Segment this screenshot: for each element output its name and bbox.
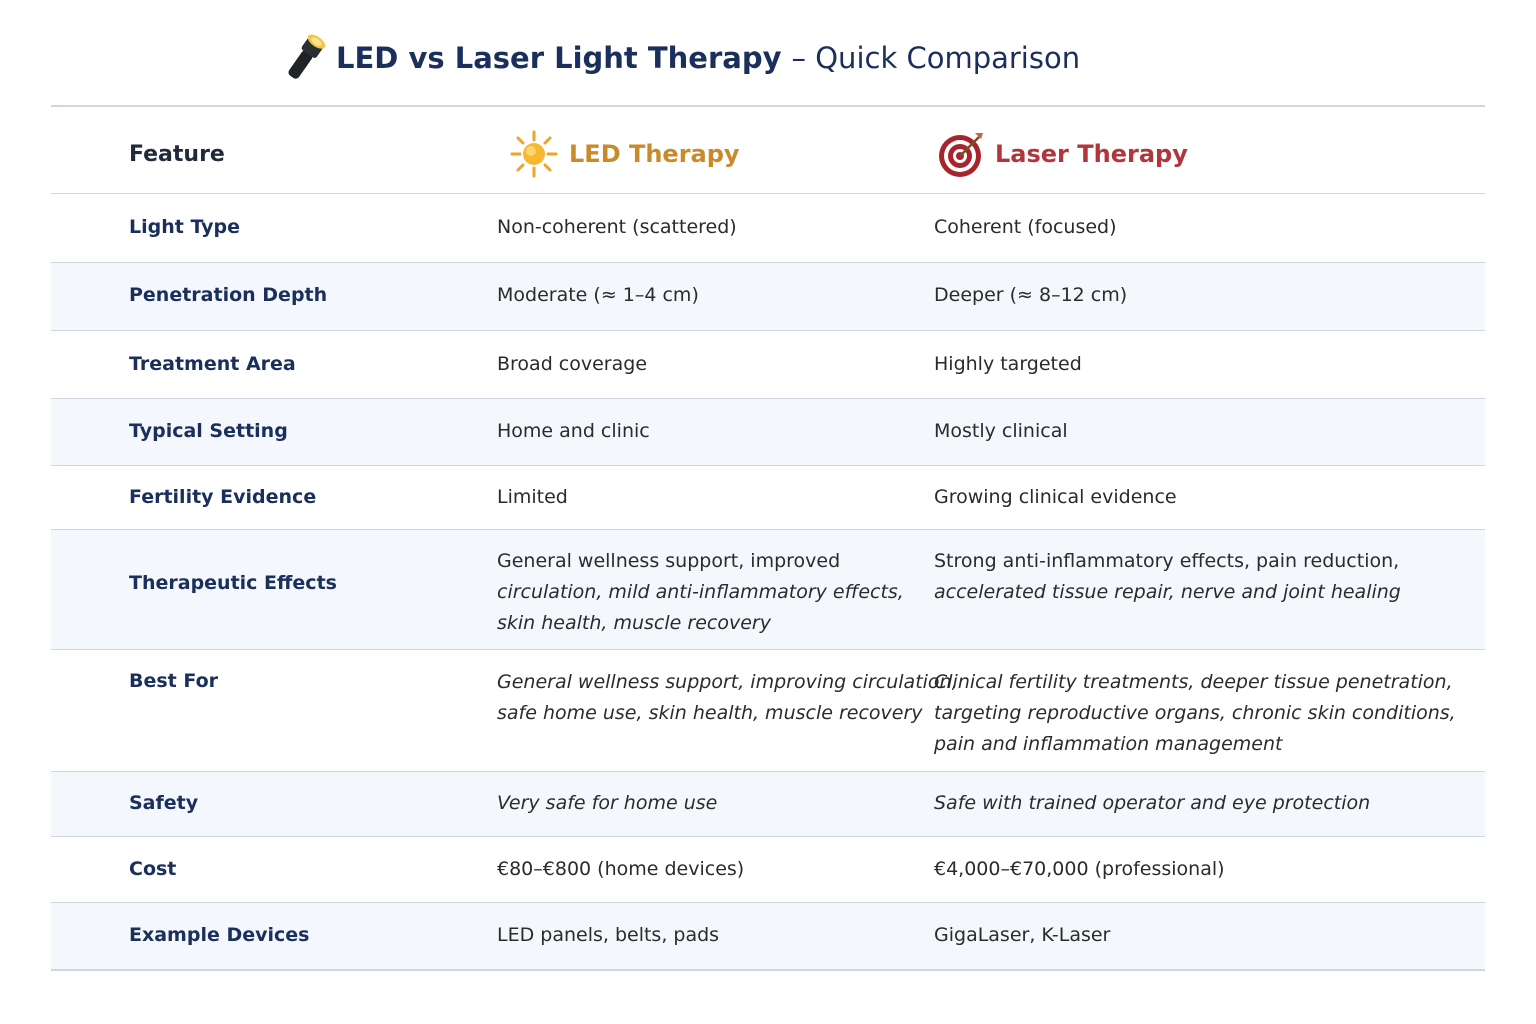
- row-led: Moderate (≈ 1–4 cm): [497, 284, 699, 306]
- row-laser-line: Strong anti-inflammatory effects, pain r…: [934, 550, 1400, 572]
- row-laser: GigaLaser, K-Laser: [934, 924, 1111, 946]
- row-laser: Mostly clinical: [934, 420, 1068, 442]
- row-laser: Growing clinical evidence: [934, 486, 1177, 508]
- row-led: Very safe for home use: [497, 792, 718, 814]
- header-led-label: LED Therapy: [569, 140, 740, 168]
- row-laser: Clinical fertility treatments, deeper ti…: [934, 667, 1456, 760]
- header-led: LED Therapy: [509, 129, 740, 179]
- table-row: Penetration Depth Moderate (≈ 1–4 cm) De…: [51, 262, 1485, 330]
- row-feature: Penetration Depth: [129, 284, 328, 306]
- header-laser-label: Laser Therapy: [995, 140, 1188, 168]
- row-led: €80–€800 (home devices): [497, 858, 745, 880]
- row-feature: Treatment Area: [129, 353, 296, 375]
- title-sub: – Quick Comparison: [791, 41, 1081, 75]
- row-led-line: safe home use, skin health, muscle recov…: [497, 702, 923, 724]
- table-row: Light Type Non-coherent (scattered) Cohe…: [51, 193, 1485, 262]
- row-led: Home and clinic: [497, 420, 650, 442]
- row-feature: Light Type: [129, 216, 241, 238]
- header-laser: Laser Therapy: [935, 129, 1188, 179]
- row-led: General wellness support, improved circu…: [497, 546, 904, 639]
- row-laser-line: targeting reproductive organs, chronic s…: [934, 702, 1456, 724]
- row-laser: Highly targeted: [934, 353, 1082, 375]
- row-laser-line: pain and inflammation management: [934, 733, 1283, 755]
- row-led-line: General wellness support, improving circ…: [497, 671, 958, 693]
- row-led: General wellness support, improving circ…: [497, 667, 958, 729]
- title-main: LED vs Laser Light Therapy: [336, 41, 782, 75]
- row-laser-line: accelerated tissue repair, nerve and joi…: [934, 581, 1401, 603]
- flashlight-icon: [288, 34, 326, 79]
- header-feature: Feature: [129, 142, 225, 167]
- row-feature: Safety: [129, 792, 199, 814]
- row-laser: €4,000–€70,000 (professional): [934, 858, 1225, 880]
- row-laser-line: Clinical fertility treatments, deeper ti…: [934, 671, 1453, 693]
- row-laser: Deeper (≈ 8–12 cm): [934, 284, 1128, 306]
- row-led: LED panels, belts, pads: [497, 924, 720, 946]
- row-led: Non-coherent (scattered): [497, 216, 737, 238]
- table-row: Best For General wellness support, impro…: [51, 649, 1485, 771]
- table-row: Cost €80–€800 (home devices) €4,000–€70,…: [51, 836, 1485, 902]
- comparison-table: Feature LED Therapy: [51, 105, 1485, 971]
- table-row: Example Devices LED panels, belts, pads …: [51, 902, 1485, 971]
- row-led-line: circulation, mild anti-inflammatory effe…: [497, 581, 904, 603]
- row-led-line: skin health, muscle recovery: [497, 612, 771, 634]
- row-feature: Therapeutic Effects: [129, 572, 337, 594]
- row-led-line: General wellness support, improved: [497, 550, 841, 572]
- header-top-rule: [51, 105, 1485, 107]
- row-led: Broad coverage: [497, 353, 648, 375]
- table-header: Feature LED Therapy: [51, 107, 1485, 193]
- row-led: Limited: [497, 486, 568, 508]
- row-feature: Example Devices: [129, 924, 310, 946]
- table-row: Therapeutic Effects General wellness sup…: [51, 529, 1485, 649]
- target-icon: [939, 133, 983, 177]
- table-row: Safety Very safe for home use Safe with …: [51, 771, 1485, 836]
- row-laser: Coherent (focused): [934, 216, 1117, 238]
- sun-icon: [510, 130, 558, 178]
- row-feature: Best For: [129, 670, 219, 692]
- table-row: Fertility Evidence Limited Growing clini…: [51, 465, 1485, 529]
- table-row: Treatment Area Broad coverage Highly tar…: [51, 330, 1485, 398]
- row-feature: Fertility Evidence: [129, 486, 317, 508]
- row-laser: Strong anti-inflammatory effects, pain r…: [934, 546, 1401, 608]
- page-title: LED vs Laser Light Therapy – Quick Compa…: [282, 30, 1080, 86]
- row-laser: Safe with trained operator and eye prote…: [934, 792, 1371, 814]
- row-feature: Cost: [129, 858, 177, 880]
- row-feature: Typical Setting: [129, 420, 288, 442]
- table-row: Typical Setting Home and clinic Mostly c…: [51, 398, 1485, 465]
